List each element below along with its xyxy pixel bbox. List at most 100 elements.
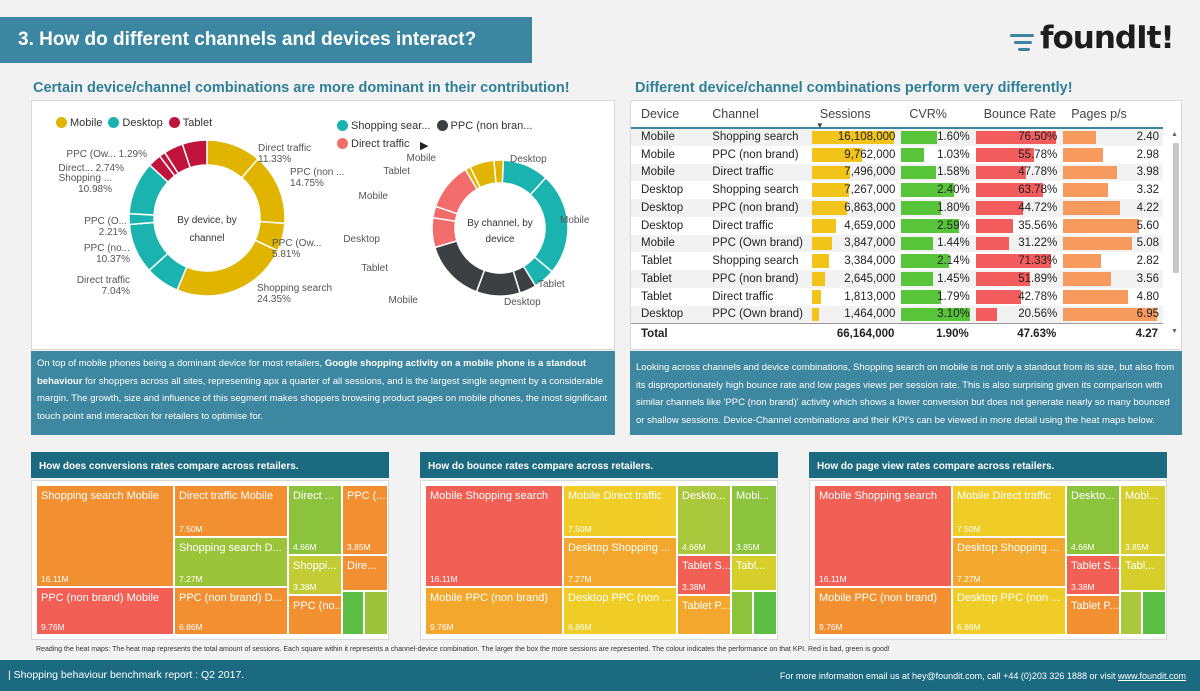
treemap-cell[interactable]: Tabl...: [731, 555, 777, 591]
scroll-up-icon[interactable]: ▲: [1171, 131, 1178, 138]
pages-bar: [1063, 201, 1121, 215]
treemap-cell-label: Mobile Direct traffic: [957, 490, 1051, 502]
treemap-cell[interactable]: Tablet P...: [677, 595, 731, 635]
col-header-cvr[interactable]: CVR%: [899, 101, 974, 129]
treemap-cell[interactable]: PPC (non brand) D... 6.86M: [174, 587, 288, 635]
treemap-cell[interactable]: Mobile Direct traffic 7.50M: [952, 485, 1066, 537]
legend-item[interactable]: Desktop: [108, 117, 163, 129]
donut2-slice-label: Mobile: [407, 153, 437, 164]
treemap-cell[interactable]: Mobi... 3.85M: [731, 485, 777, 555]
col-header-device[interactable]: Device: [631, 101, 703, 129]
col-header-channel[interactable]: Channel: [702, 101, 810, 129]
logo-bang: !: [1160, 20, 1174, 56]
treemap-cell[interactable]: Shoppi... 3.38M: [288, 555, 342, 595]
footer-report-title: | Shopping behaviour benchmark report : …: [8, 669, 245, 681]
table-row[interactable]: Mobile Shopping search 16,108,000 1.60% 76.5…: [631, 128, 1163, 146]
donut1-slice-label: Direct traffic: [258, 143, 311, 154]
legend-item[interactable]: PPC (non bran...: [436, 120, 532, 132]
treemap-cell[interactable]: Dire...: [342, 555, 388, 591]
table-scrollbar[interactable]: ▲ ▼: [1171, 131, 1181, 335]
treemap-cell[interactable]: Tabl...: [1120, 555, 1166, 591]
donut1-slice-value: 7.04%: [102, 286, 130, 297]
scrollbar-thumb[interactable]: [1173, 143, 1179, 273]
legend-item[interactable]: Direct traffic: [337, 138, 409, 150]
channel-cell: Shopping search: [712, 255, 799, 268]
treemap-cell[interactable]: Direct traffic Mobile 7.50M: [174, 485, 288, 537]
treemap-cell[interactable]: Tablet P...: [1066, 595, 1120, 635]
treemap-cell[interactable]: Tablet S... 3.38M: [677, 555, 731, 595]
col-header-pages[interactable]: Pages p/s: [1061, 101, 1163, 129]
donut1-slice[interactable]: [181, 139, 208, 169]
treemap-cell-size: 3.38M: [1071, 582, 1095, 592]
treemap-cell[interactable]: Mobile Direct traffic 7.50M: [563, 485, 677, 537]
device-cell: Tablet: [641, 255, 672, 268]
table-row[interactable]: Mobile Direct traffic 7,496,000 1.58% 47.78%…: [631, 163, 1163, 182]
table-row[interactable]: Desktop Shopping search 7,267,000 2.40% 63.7…: [631, 181, 1163, 199]
treemap-cell[interactable]: Desktop PPC (non ... 6.86M: [563, 587, 677, 635]
col-header-sessions[interactable]: Sessions ▼: [809, 101, 900, 130]
table-row[interactable]: Desktop PPC (Own brand) 1,464,000 3.10% 20.5…: [631, 305, 1163, 324]
table-row[interactable]: Tablet Shopping search 3,384,000 2.14% 71.33…: [631, 252, 1163, 270]
sessions-bar: [811, 307, 820, 321]
treemap-cell[interactable]: [731, 591, 753, 635]
bounce-cell: 51.89%: [973, 270, 1062, 288]
table-row[interactable]: Tablet Direct traffic 1,813,000 1.79% 42.78%…: [631, 288, 1163, 306]
donut2-slice[interactable]: [433, 239, 486, 293]
donut2-slice[interactable]: [493, 159, 505, 184]
legend-label: Direct traffic: [351, 137, 410, 150]
treemap-cell[interactable]: Deskto... 4.66M: [1066, 485, 1120, 555]
table-row[interactable]: Desktop Direct traffic 4,659,000 2.59% 35.56…: [631, 217, 1163, 235]
treemap-cell[interactable]: Direct ... 4.66M: [288, 485, 342, 555]
treemap-cell[interactable]: Shopping search Mobile 16.11M: [36, 485, 174, 587]
treemap-cell[interactable]: Mobile Shopping search 16.11M: [814, 485, 952, 587]
legend-item[interactable]: Tablet: [168, 117, 212, 129]
legend-next-arrow[interactable]: ▶: [419, 140, 429, 152]
col-header-bounce[interactable]: Bounce Rate: [973, 101, 1062, 129]
treemap-cell[interactable]: [1142, 591, 1166, 635]
legend-item[interactable]: Mobile: [56, 117, 102, 129]
treemap-cell[interactable]: [342, 591, 364, 635]
table-row[interactable]: Desktop PPC (non brand) 6,863,000 1.80% 44.7…: [631, 199, 1163, 217]
sessions-value: 3,384,000: [844, 255, 896, 268]
table-row[interactable]: Mobile PPC (non brand) 9,762,000 1.03% 55.78…: [631, 146, 1163, 164]
treemap-cell[interactable]: Mobile PPC (non brand) 9.76M: [425, 587, 563, 635]
treemap-cell[interactable]: Desktop Shopping ... 7.27M: [563, 537, 677, 587]
treemap-cell[interactable]: PPC (no...: [288, 595, 342, 635]
treemap-cell[interactable]: [1120, 591, 1142, 635]
treemap-cell[interactable]: PPC (... 3.85M: [342, 485, 388, 555]
sessions-value: 9,762,000: [844, 148, 896, 161]
donut2-slice-label: Mobile: [389, 295, 419, 306]
legend-item[interactable]: Shopping sear...: [337, 120, 431, 132]
treemap-cell[interactable]: Desktop Shopping ... 7.27M: [952, 537, 1066, 587]
treemap-cell[interactable]: Deskto... 4.66M: [677, 485, 731, 555]
treemap-cell[interactable]: [364, 591, 388, 635]
cvr-cell: 1.03%: [899, 146, 973, 164]
treemap-cell[interactable]: Desktop PPC (non ... 6.86M: [952, 587, 1066, 635]
donut2-slice-label: Tablet: [538, 279, 565, 290]
treemap-cell-size: 16.11M: [41, 574, 69, 584]
treemap-cell-label: PPC (no...: [293, 600, 342, 612]
bounce-cell: 71.33%: [974, 252, 1062, 270]
treemap-cell-label: Tabl...: [736, 560, 766, 572]
sessions-cell: 6,863,000: [809, 199, 900, 217]
treemap-cell[interactable]: [753, 591, 777, 635]
table-row[interactable]: Tablet PPC (non brand) 2,645,000 1.45% 51.89…: [631, 270, 1163, 288]
treemap-cell[interactable]: Mobi... 3.85M: [1120, 485, 1166, 555]
treemap-cell[interactable]: Mobile Shopping search 16.11M: [425, 485, 563, 587]
treemap-cell[interactable]: PPC (non brand) Mobile 9.76M: [36, 587, 174, 635]
table-row[interactable]: Mobile PPC (Own brand) 3,847,000 1.44% 31.22…: [631, 234, 1163, 253]
commentary-highlight: Google shopping activity on a mobile pho…: [37, 358, 587, 387]
treemap-cell[interactable]: Shopping search D... 7.27M: [174, 537, 288, 587]
pages-bar: [1063, 131, 1096, 144]
pages-value: 5.60: [1136, 219, 1159, 232]
treemap-cell[interactable]: Mobile PPC (non brand) 9.76M: [814, 587, 952, 635]
bounce-cell: 44.72%: [973, 199, 1062, 217]
logo-text: foundIt: [1040, 20, 1161, 56]
treemap-cell-size: 7.50M: [957, 524, 981, 534]
footer-website-link[interactable]: www.foundit.com: [1117, 671, 1186, 681]
treemap-cell-label: PPC (non brand) D...: [179, 592, 282, 604]
treemap-cell[interactable]: Tablet S... 3.38M: [1066, 555, 1120, 595]
scroll-down-icon[interactable]: ▼: [1171, 328, 1178, 335]
cvr-value: 1.03%: [937, 148, 970, 161]
sessions-cell: 3,847,000: [809, 234, 900, 253]
